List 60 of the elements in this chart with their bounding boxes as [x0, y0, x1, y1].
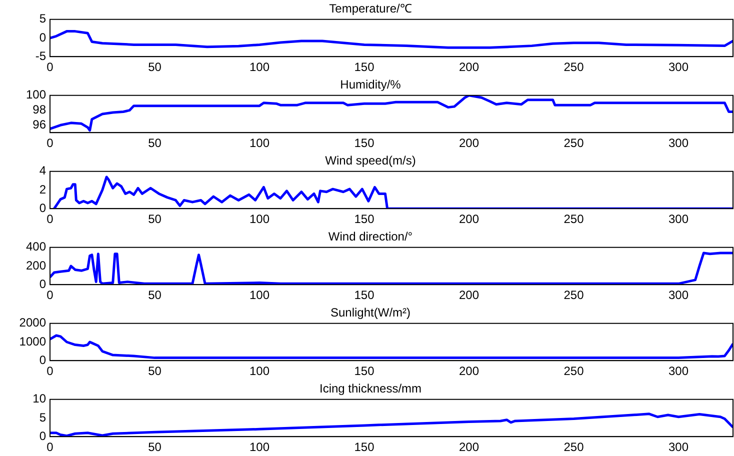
x-tick-label: 250	[564, 288, 584, 302]
x-tick-label: 300	[668, 440, 689, 454]
y-tick-label: 4	[39, 164, 46, 178]
x-tick-label: 150	[354, 212, 375, 226]
y-tick-label: 5	[39, 410, 46, 424]
x-tick-label: 50	[148, 136, 162, 150]
x-tick-label: 300	[668, 212, 689, 226]
x-tick-label: 150	[354, 288, 375, 302]
chart-title: Wind speed(m/s)	[325, 154, 416, 168]
y-tick-label: 98	[32, 102, 46, 117]
chart-title: Icing thickness/mm	[319, 382, 422, 396]
x-tick-label: 250	[564, 364, 584, 378]
y-tick-label: 5	[39, 12, 46, 26]
chart-title: Sunlight(W/m²)	[330, 306, 411, 320]
y-tick-label: 0	[39, 276, 46, 291]
y-tick-label: 0	[39, 428, 46, 443]
x-tick-label: 250	[564, 136, 584, 150]
x-tick-label: 100	[249, 60, 270, 74]
chart-title: Wind direction/°	[328, 230, 413, 244]
x-tick-label: 300	[668, 288, 689, 302]
x-tick-label: 50	[148, 364, 162, 378]
y-tick-label: 10	[32, 392, 46, 406]
chart-title: Humidity/%	[340, 78, 402, 92]
y-tick-label: 0	[39, 30, 46, 44]
x-tick-label: 300	[668, 60, 689, 74]
x-tick-label: 250	[564, 440, 584, 454]
x-tick-label: 100	[249, 212, 270, 226]
y-tick-label: 1000	[19, 334, 46, 348]
x-tick-label: 150	[354, 60, 375, 74]
x-tick-label: 100	[249, 364, 270, 378]
x-tick-label: 300	[668, 364, 689, 378]
y-tick-label: -5	[35, 48, 46, 63]
x-tick-label: 100	[249, 136, 270, 150]
y-tick-label: 0	[39, 200, 46, 215]
y-tick-label: 2000	[19, 316, 46, 330]
x-tick-label: 200	[459, 60, 480, 74]
x-tick-label: 250	[564, 212, 584, 226]
x-tick-label: 50	[148, 212, 162, 226]
x-tick-label: 50	[148, 440, 162, 454]
x-tick-label: 200	[459, 136, 480, 150]
y-tick-label: 400	[26, 240, 46, 254]
x-tick-label: 250	[564, 60, 584, 74]
x-tick-label: 150	[354, 364, 375, 378]
x-tick-label: 200	[459, 212, 480, 226]
y-tick-label: 100	[26, 88, 46, 102]
x-tick-label: 200	[459, 288, 480, 302]
x-tick-label: 200	[459, 440, 480, 454]
x-tick-label: 50	[148, 288, 162, 302]
y-tick-label: 2	[39, 182, 46, 196]
x-tick-label: 100	[249, 440, 270, 454]
x-tick-label: 150	[354, 440, 375, 454]
x-tick-label: 50	[148, 60, 162, 74]
y-tick-label: 200	[26, 258, 46, 272]
x-tick-label: 300	[668, 136, 689, 150]
y-tick-label: 96	[32, 117, 46, 132]
x-tick-label: 200	[459, 364, 480, 378]
x-tick-label: 100	[249, 288, 270, 302]
x-tick-label: 150	[354, 136, 375, 150]
chart-title: Temperature/℃	[329, 2, 412, 16]
y-tick-label: 0	[39, 352, 46, 367]
